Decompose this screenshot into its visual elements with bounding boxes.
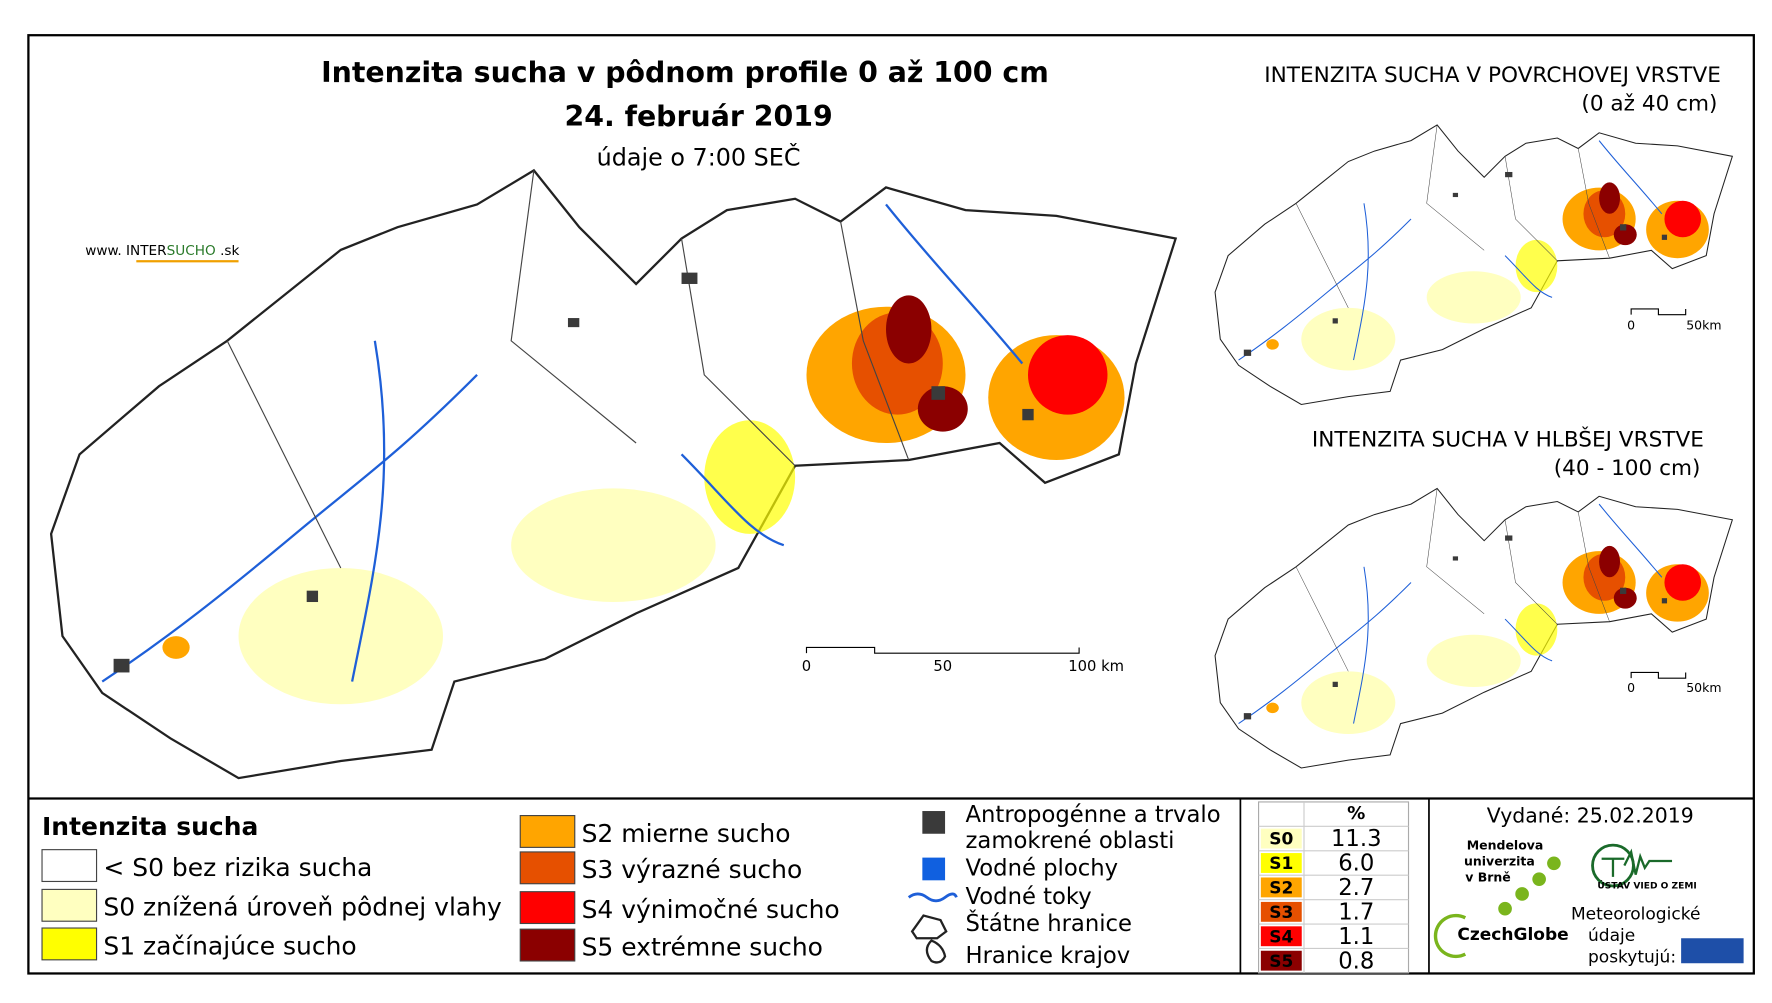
scale-label: 0 xyxy=(802,658,811,675)
title: Intenzita sucha v pôdnom profile 0 až 10… xyxy=(321,56,1049,89)
table-swatch xyxy=(1260,950,1302,971)
icon-border xyxy=(910,914,948,940)
logo-text: ÚSTAV VIED O ZEMI xyxy=(1597,880,1696,892)
logo-text: Mendelova xyxy=(1467,838,1544,853)
date: 24. február 2019 xyxy=(564,100,832,133)
icon-water xyxy=(922,857,946,881)
issued: Vydané: 25.02.2019 xyxy=(1487,804,1694,828)
icon-river xyxy=(907,892,958,903)
legend-label: S0 znížená úroveň pôdnej vlahy xyxy=(103,893,502,922)
logo-text: údaje xyxy=(1588,926,1635,946)
scale-bar xyxy=(1630,671,1687,679)
scale-label: 50km xyxy=(1686,318,1721,333)
legend-swatch xyxy=(519,928,576,962)
legend-swatch xyxy=(519,851,576,885)
scale-label: 50km xyxy=(1686,680,1721,695)
layer-label: Vodné plochy xyxy=(966,855,1119,881)
main-scale: 0 50 100 km xyxy=(802,646,1124,675)
logos: Mendelova univerzita v Brně CzechGlobe Ú… xyxy=(1433,838,1744,968)
legend-swatch xyxy=(41,927,98,961)
table-value: 1.7 xyxy=(1338,899,1374,925)
inset-title: INTENZITA SUCHA V HLBŠEJ VRSTVE xyxy=(1312,427,1704,453)
table-swatch xyxy=(1260,828,1302,849)
table-header: % xyxy=(1347,803,1365,824)
scale-label: 0 xyxy=(1627,680,1635,695)
legend-swatch xyxy=(519,891,576,925)
legend-swatch xyxy=(519,815,576,848)
layer-label: zamokrené oblasti xyxy=(966,828,1175,854)
logo-text: Meteorologické xyxy=(1571,904,1700,924)
table-class: S2 xyxy=(1269,879,1293,899)
table-value: 11.3 xyxy=(1331,826,1382,852)
table-swatch xyxy=(1260,853,1302,873)
table-swatch xyxy=(1260,901,1302,922)
table-class: S3 xyxy=(1269,903,1293,923)
logo-arc xyxy=(1433,913,1467,959)
inset-map xyxy=(1214,487,1733,769)
inset-scale: 0 50km 0 50km xyxy=(1627,308,1721,695)
table-swatch xyxy=(1260,877,1302,898)
scale-bar xyxy=(805,646,1080,654)
legend-title: Intenzita sucha xyxy=(42,812,258,841)
website-part: www. INTER xyxy=(85,243,167,259)
table-class: S0 xyxy=(1269,830,1293,850)
table-value: 1.1 xyxy=(1338,924,1374,950)
website-part: .sk xyxy=(216,243,240,259)
legend-swatch xyxy=(41,849,98,883)
inset-subtitle: (40 - 100 cm) xyxy=(1554,456,1701,481)
logo-dots xyxy=(1498,856,1561,916)
inset-map xyxy=(1214,124,1733,406)
logo-wave xyxy=(1601,848,1673,877)
table-class: S1 xyxy=(1269,854,1293,874)
logo-text: poskytujú: xyxy=(1588,948,1676,968)
table-value: 6.0 xyxy=(1338,851,1374,877)
layer-label: Hranice krajov xyxy=(966,943,1131,969)
table-border xyxy=(1258,801,1410,974)
scale-bar xyxy=(1630,308,1687,316)
inset-subtitle: (0 až 40 cm) xyxy=(1581,92,1717,117)
table-value: 2.7 xyxy=(1338,875,1374,901)
layer-label: Štátne hranice xyxy=(966,909,1132,937)
table-value: 0.8 xyxy=(1338,948,1374,974)
legend-label: S5 extrémne sucho xyxy=(582,932,823,961)
legend-label: < S0 bez rizika sucha xyxy=(103,853,372,882)
legend-label: S1 začínajúce sucho xyxy=(103,931,356,960)
time-note: údaje o 7:00 SEČ xyxy=(597,144,801,172)
table-swatch xyxy=(1260,926,1302,947)
legend-swatch xyxy=(41,888,98,922)
scale-label: 50 xyxy=(933,658,952,675)
layer-label: Vodné toky xyxy=(966,884,1092,910)
icon-urban xyxy=(922,811,946,834)
logo-shmu xyxy=(1681,938,1744,964)
inset-title: INTENZITA SUCHA V POVRCHOVEJ VRSTVE xyxy=(1264,63,1721,88)
legend-label: S2 mierne sucho xyxy=(582,819,791,848)
logo-text: univerzita xyxy=(1464,854,1535,869)
legend-label: S3 výrazné sucho xyxy=(582,855,803,884)
scale-label: 100 km xyxy=(1068,658,1124,675)
layer-label: Antropogénne a trvalo xyxy=(966,802,1221,828)
table-class: S4 xyxy=(1269,927,1293,947)
legend: < S0 bez rizika sucha S0 znížená úroveň p… xyxy=(41,815,840,962)
legend-label: S4 výnimočné sucho xyxy=(582,895,840,924)
website-part: SUCHO xyxy=(167,243,216,259)
website: www. INTERSUCHO .sk xyxy=(85,243,239,259)
frame xyxy=(27,34,1755,975)
scale-label: 0 xyxy=(1627,318,1635,333)
icon-region xyxy=(925,939,947,964)
logo-text: v Brně xyxy=(1465,870,1511,885)
table-class: S5 xyxy=(1269,952,1293,972)
logo-text: CzechGlobe xyxy=(1457,925,1568,945)
stats-table: % S0 11.3 S1 6.0 S2 2.7 S3 1.7 S4 1.1 S5 0.8 xyxy=(1258,801,1410,974)
